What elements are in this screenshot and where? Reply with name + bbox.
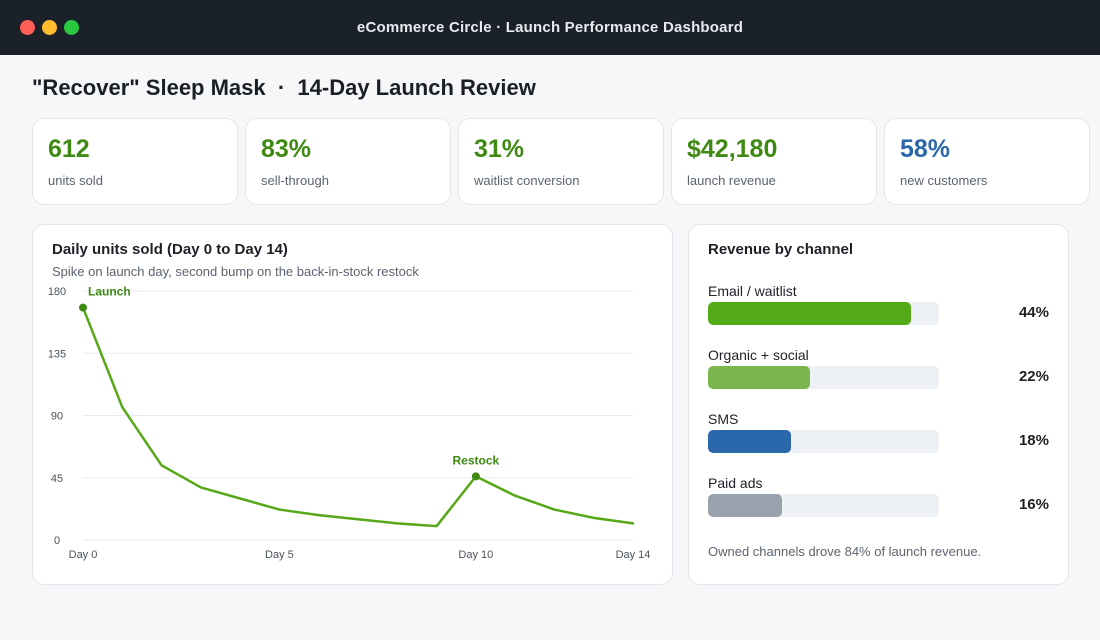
kpi-label: waitlist conversion xyxy=(474,173,580,188)
kpi-card-new-customers: 58% new customers xyxy=(884,118,1090,205)
page-title: "Recover" Sleep Mask · 14-Day Launch Rev… xyxy=(32,75,536,100)
y-tick-label: 180 xyxy=(48,286,66,298)
daily-units-line-chart: 0 45 90 135 180 Day 0 Day 5 Day 10 Day 14 Launch R… xyxy=(48,285,651,561)
channel-pct-email: 44% xyxy=(1018,304,1049,321)
channel-label-email: Email / waitlist xyxy=(708,283,797,299)
kpi-card-sell-through: 83% sell-through xyxy=(245,118,451,205)
channel-label-sms: SMS xyxy=(708,411,739,427)
annotation-marker xyxy=(471,472,480,481)
y-tick-label: 90 xyxy=(51,411,63,423)
channel-pct-paid-ads: 16% xyxy=(1018,496,1049,513)
chart-subtitle: Spike on launch day, second bump on the … xyxy=(52,264,419,279)
chart-title: Daily units sold (Day 0 to Day 14) xyxy=(52,241,288,258)
y-tick-label: 45 xyxy=(51,473,63,485)
channel-bar-organic xyxy=(708,366,810,389)
channel-card-title: Revenue by channel xyxy=(708,241,854,258)
kpi-label: launch revenue xyxy=(687,173,776,188)
channel-pct-sms: 18% xyxy=(1018,432,1049,449)
window-titlebar: eCommerce Circle · Launch Performance Da… xyxy=(0,0,1100,55)
daily-units-chart-card: Daily units sold (Day 0 to Day 14) Spike… xyxy=(32,224,673,585)
window-title: eCommerce Circle · Launch Performance Da… xyxy=(356,19,744,36)
y-tick-label: 0 xyxy=(54,535,60,547)
channel-bar-track-organic xyxy=(708,366,939,389)
x-tick-label: Day 14 xyxy=(616,549,651,561)
x-tick-label: Day 10 xyxy=(458,549,493,561)
y-tick-label: 135 xyxy=(48,348,66,360)
kpi-card-units-sold: 612 units sold xyxy=(32,118,238,205)
channel-bar-track-sms xyxy=(708,430,939,453)
kpi-value: 83% xyxy=(261,135,312,163)
kpi-value: $42,180 xyxy=(687,135,778,163)
kpi-label: units sold xyxy=(48,173,103,188)
kpi-value: 612 xyxy=(48,135,90,163)
kpi-card-waitlist-conversion: 31% waitlist conversion xyxy=(458,118,664,205)
x-tick-label: Day 0 xyxy=(69,549,98,561)
minimize-window-button[interactable] xyxy=(42,20,57,35)
kpi-label: new customers xyxy=(900,173,988,188)
annotation-label: Launch xyxy=(88,285,131,299)
channel-bar-email xyxy=(708,302,912,325)
channel-pct-organic: 22% xyxy=(1018,368,1049,385)
annotation-marker xyxy=(79,303,87,312)
channel-bar-track-email xyxy=(708,302,939,325)
kpi-card-launch-revenue: $42,180 launch revenue xyxy=(671,118,877,205)
kpi-value: 58% xyxy=(900,135,951,163)
maximize-window-button[interactable] xyxy=(64,20,79,35)
channel-label-organic: Organic + social xyxy=(708,347,809,363)
close-window-button[interactable] xyxy=(20,20,35,35)
channel-bar-track-paid-ads xyxy=(708,494,939,517)
channel-label-paid-ads: Paid ads xyxy=(708,475,763,491)
channel-footnote: Owned channels drove 84% of launch reven… xyxy=(708,544,982,559)
channel-bar-paid-ads xyxy=(708,494,782,517)
channel-bar-sms xyxy=(708,430,792,453)
kpi-label: sell-through xyxy=(261,173,329,188)
kpi-value: 31% xyxy=(474,135,525,163)
annotation-label: Restock xyxy=(453,453,500,467)
series-line xyxy=(81,306,635,528)
revenue-by-channel-card: Revenue by channel Email / waitlist 44% … xyxy=(688,224,1069,585)
x-tick-label: Day 5 xyxy=(265,549,294,561)
